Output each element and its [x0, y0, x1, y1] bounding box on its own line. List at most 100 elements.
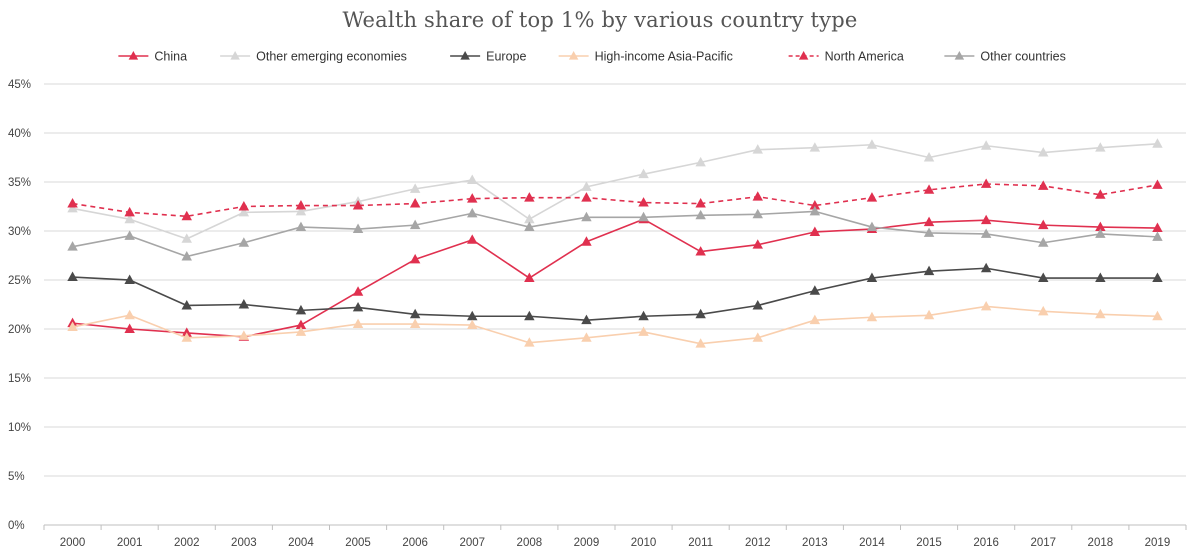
data-point	[409, 219, 421, 230]
data-point	[524, 310, 535, 321]
data-point	[467, 234, 478, 244]
x-tick-label: 2012	[745, 537, 771, 549]
data-point	[638, 326, 649, 336]
data-point	[980, 262, 992, 273]
axes: 0% 5% 10% 15% 20% 25% 30% 35% 40% 45% 2000 2001 2002…	[8, 79, 1187, 549]
data-point	[923, 216, 935, 227]
legend-item: North America	[788, 50, 904, 64]
legend-marker	[568, 51, 579, 60]
data-point	[695, 156, 706, 167]
data-point	[695, 209, 706, 220]
data-point	[809, 226, 821, 236]
data-point	[809, 142, 821, 152]
y-tick-label: 25%	[8, 275, 31, 287]
chart-title: Wealth share of top 1% by various countr…	[342, 8, 858, 32]
series-other-countries	[67, 205, 1163, 261]
data-point	[866, 192, 878, 202]
data-point	[809, 314, 821, 325]
data-point	[352, 318, 364, 329]
legend-item: High-income Asia-Pacific	[558, 50, 733, 64]
data-point	[980, 228, 992, 238]
data-point	[238, 206, 250, 217]
data-point	[467, 193, 478, 203]
data-point	[980, 214, 992, 225]
data-point	[238, 330, 250, 340]
data-point	[695, 308, 706, 319]
data-point	[1095, 142, 1106, 152]
y-tick-label: 35%	[8, 177, 31, 189]
y-tick-label: 10%	[8, 422, 31, 434]
series-line	[72, 218, 1158, 338]
data-point	[1038, 180, 1049, 190]
data-point	[238, 299, 250, 309]
data-point	[238, 237, 250, 247]
data-point	[695, 338, 706, 348]
data-point	[181, 299, 192, 310]
data-point	[181, 332, 192, 342]
legend-marker	[230, 51, 240, 60]
data-point	[638, 211, 649, 222]
data-point	[866, 139, 878, 149]
data-point	[752, 332, 763, 342]
data-point	[295, 304, 307, 315]
legend-label: Other emerging economies	[256, 50, 407, 64]
data-point	[409, 198, 421, 208]
y-tick-label: 40%	[8, 128, 31, 140]
data-point	[124, 230, 135, 240]
data-point	[809, 205, 821, 216]
data-point	[409, 318, 421, 329]
x-tick-label: 2009	[574, 537, 600, 549]
data-point	[524, 192, 535, 202]
data-point	[1038, 305, 1049, 316]
data-point	[67, 198, 78, 208]
data-point	[1038, 272, 1049, 282]
data-point	[695, 246, 706, 256]
data-point	[124, 309, 135, 320]
data-point	[809, 200, 821, 210]
x-tick-label: 2008	[517, 537, 543, 549]
legend-marker	[798, 51, 809, 60]
data-point	[409, 308, 421, 319]
series-europe	[67, 262, 1163, 325]
data-point	[1152, 272, 1163, 282]
data-point	[581, 181, 592, 191]
data-point	[352, 223, 364, 233]
gridlines	[44, 83, 1186, 526]
data-point	[124, 206, 135, 217]
data-point	[581, 192, 592, 202]
series-line	[72, 210, 1158, 258]
data-point	[67, 202, 78, 213]
x-tick-label: 2001	[117, 537, 143, 549]
series-north-america	[67, 178, 1163, 221]
legend-label: China	[154, 50, 187, 64]
data-point	[1095, 189, 1106, 199]
x-tick-label: 2003	[231, 537, 257, 549]
data-point	[866, 311, 878, 322]
data-point	[467, 174, 478, 184]
data-point	[638, 197, 649, 207]
series-line	[72, 183, 1158, 218]
data-point	[1038, 219, 1049, 230]
y-tick-label: 20%	[8, 324, 31, 336]
data-point	[1038, 237, 1049, 247]
x-tick-label: 2015	[916, 537, 942, 549]
data-point	[638, 310, 649, 321]
x-tick-label: 2004	[288, 537, 314, 549]
legend-marker	[460, 51, 470, 60]
legend-label: Europe	[486, 50, 526, 64]
data-point	[923, 265, 935, 276]
data-point	[352, 200, 364, 210]
data-point	[980, 300, 992, 311]
series-line	[72, 142, 1158, 240]
data-point	[467, 319, 478, 330]
data-point	[1095, 308, 1106, 319]
data-point	[1152, 179, 1163, 189]
legend-marker	[954, 51, 965, 60]
data-point	[238, 201, 250, 211]
x-tick-label: 2000	[60, 537, 86, 549]
data-point	[67, 241, 78, 251]
data-point	[409, 253, 421, 264]
data-point	[1038, 147, 1049, 157]
y-tick-label: 0%	[8, 520, 25, 532]
data-point	[923, 152, 935, 162]
